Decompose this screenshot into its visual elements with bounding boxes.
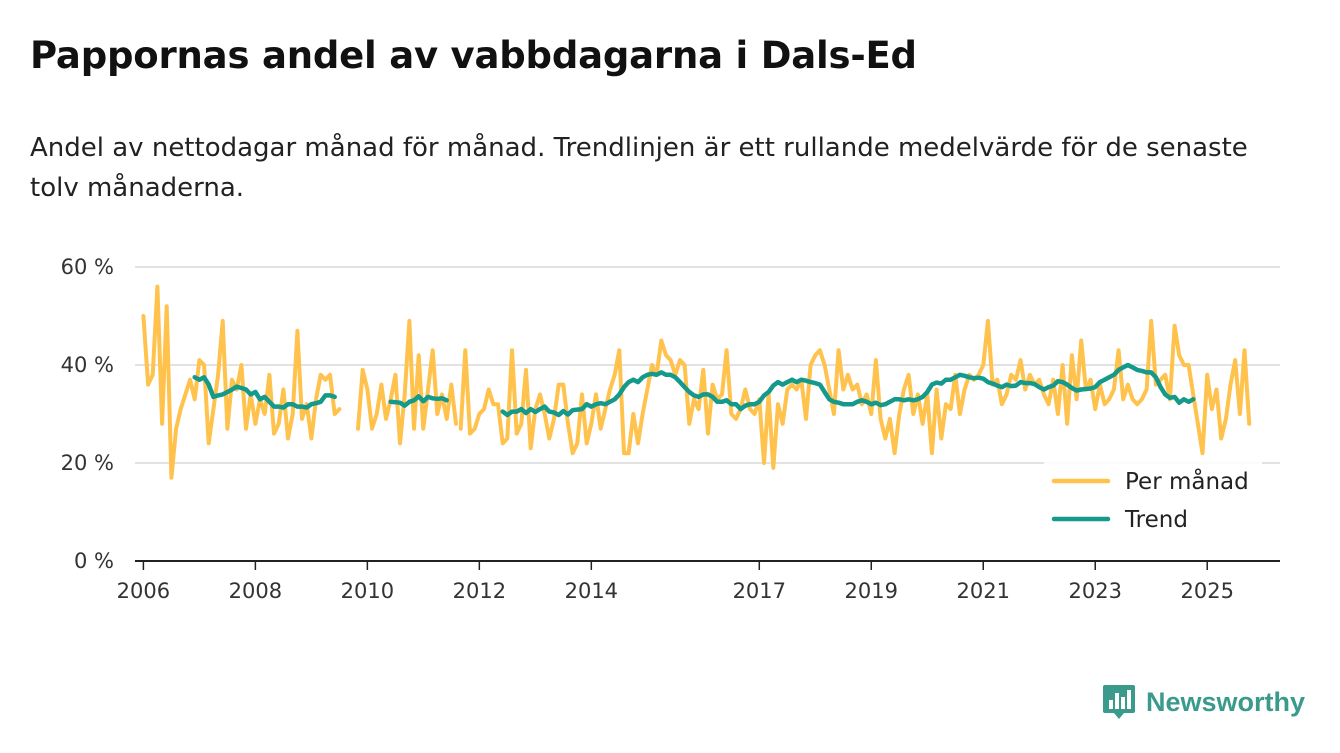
y-tick-label: 60 % xyxy=(61,255,114,279)
series-lines xyxy=(141,284,1252,480)
y-axis-tick-labels: 0 % 20 % 40 % 60 % xyxy=(61,255,114,573)
x-tick-label: 2014 xyxy=(565,579,618,603)
x-tick-label: 2012 xyxy=(453,579,506,603)
monthly-series-line xyxy=(356,318,458,446)
newsworthy-brand: Newsworthy xyxy=(1102,682,1305,722)
bar-chart-logo-icon xyxy=(1103,685,1135,719)
x-tick-label: 2017 xyxy=(733,579,786,603)
x-tick-label: 2021 xyxy=(957,579,1010,603)
x-tick-label: 2019 xyxy=(845,579,898,603)
y-tick-label: 20 % xyxy=(61,451,114,475)
brand-name: Newsworthy xyxy=(1146,686,1306,717)
legend-label-trend: Trend xyxy=(1124,507,1188,533)
x-axis: 2006 2008 2010 2012 2014 2017 2019 2021 2023 2025 xyxy=(117,560,1280,603)
monthly-series-line xyxy=(458,318,1252,470)
monthly-series-line xyxy=(141,284,342,480)
chart-title: Pappornas andel av vabbdagarna i Dals-Ed xyxy=(30,34,917,77)
trend-series-line xyxy=(500,362,1196,418)
x-tick-label: 2023 xyxy=(1069,579,1122,603)
trend-series-line xyxy=(388,394,449,408)
y-tick-label: 0 % xyxy=(74,549,114,573)
legend-background xyxy=(1044,460,1262,544)
x-tick-label: 2008 xyxy=(229,579,282,603)
legend-label-monthly: Per månad xyxy=(1125,467,1249,495)
trend-series-line xyxy=(192,375,337,410)
chart-subtitle: Andel av nettodagar månad för månad. Tre… xyxy=(30,133,1248,203)
x-tick-label: 2006 xyxy=(117,579,170,603)
x-tick-label: 2025 xyxy=(1180,579,1233,603)
y-tick-label: 40 % xyxy=(61,353,114,377)
x-tick-label: 2010 xyxy=(341,579,394,603)
legend: Per månad Trend xyxy=(1044,460,1262,544)
